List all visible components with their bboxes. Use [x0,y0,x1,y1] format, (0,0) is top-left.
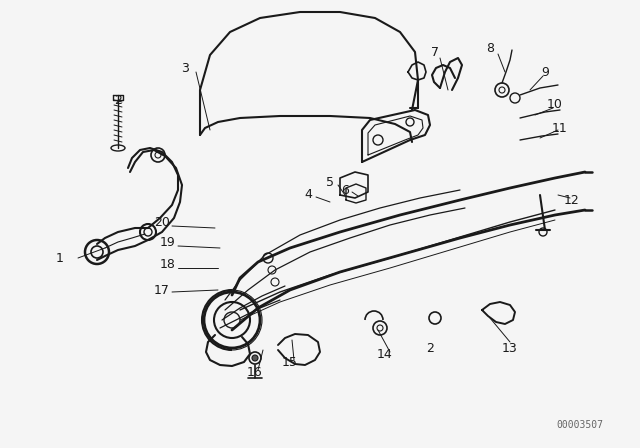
Text: 1: 1 [56,251,64,264]
Text: 10: 10 [547,99,563,112]
Text: 7: 7 [431,46,439,59]
Text: 12: 12 [564,194,580,207]
Text: 00003507: 00003507 [557,420,604,430]
Text: 19: 19 [160,237,176,250]
Text: 17: 17 [154,284,170,297]
Circle shape [252,355,258,361]
Text: 5: 5 [326,177,334,190]
Text: 18: 18 [160,258,176,271]
Text: 11: 11 [552,121,568,134]
Text: 9: 9 [541,65,549,78]
Text: 15: 15 [282,356,298,369]
Text: 4: 4 [304,189,312,202]
Text: 3: 3 [181,61,189,74]
Text: 2: 2 [426,341,434,354]
Text: 2: 2 [114,94,122,107]
Text: 13: 13 [502,341,518,354]
Text: 8: 8 [486,42,494,55]
Text: 16: 16 [247,366,263,379]
Text: 14: 14 [377,349,393,362]
Text: 6: 6 [341,184,349,197]
Text: 20: 20 [154,215,170,228]
